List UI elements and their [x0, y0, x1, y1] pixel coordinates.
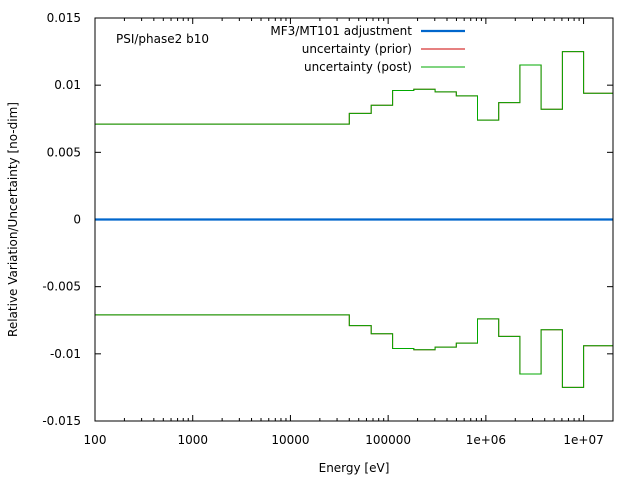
y-tick-label: 0 [73, 213, 81, 227]
y-tick-label: -0.005 [42, 280, 81, 294]
legend-label: MF3/MT101 adjustment [270, 24, 412, 38]
y-tick-label: 0.005 [47, 145, 81, 159]
y-axis-label: Relative Variation/Uncertainty [no-dim] [6, 102, 20, 337]
series-uncertainty-post-lower [95, 314, 613, 388]
plot-frame [94, 17, 614, 422]
chart-annotation: PSI/phase2 b10 [116, 32, 209, 46]
y-tick-label: 0.01 [54, 78, 81, 92]
series-uncertainty-post-upper [95, 51, 613, 125]
series-layer [95, 51, 613, 388]
y-tick-label: -0.01 [50, 347, 81, 361]
x-tick-label: 1e+07 [563, 433, 603, 447]
x-tick-label: 1000 [177, 433, 208, 447]
legend: MF3/MT101 adjustment uncertainty (prior) u… [270, 24, 465, 74]
ticks-layer: 100 1000 10000 100000 1e+06 1e+07 0.015 0.01 0.0… [42, 11, 614, 447]
x-tick-label: 100000 [365, 433, 411, 447]
y-tick-label: -0.015 [42, 414, 81, 428]
legend-label: uncertainty (post) [304, 60, 412, 74]
x-tick-label: 10000 [271, 433, 309, 447]
x-tick-label: 1e+06 [466, 433, 506, 447]
y-tick-label: 0.015 [47, 11, 81, 25]
x-axis-label: Energy [eV] [319, 461, 390, 475]
x-tick-label: 100 [84, 433, 107, 447]
legend-label: uncertainty (prior) [302, 42, 412, 56]
